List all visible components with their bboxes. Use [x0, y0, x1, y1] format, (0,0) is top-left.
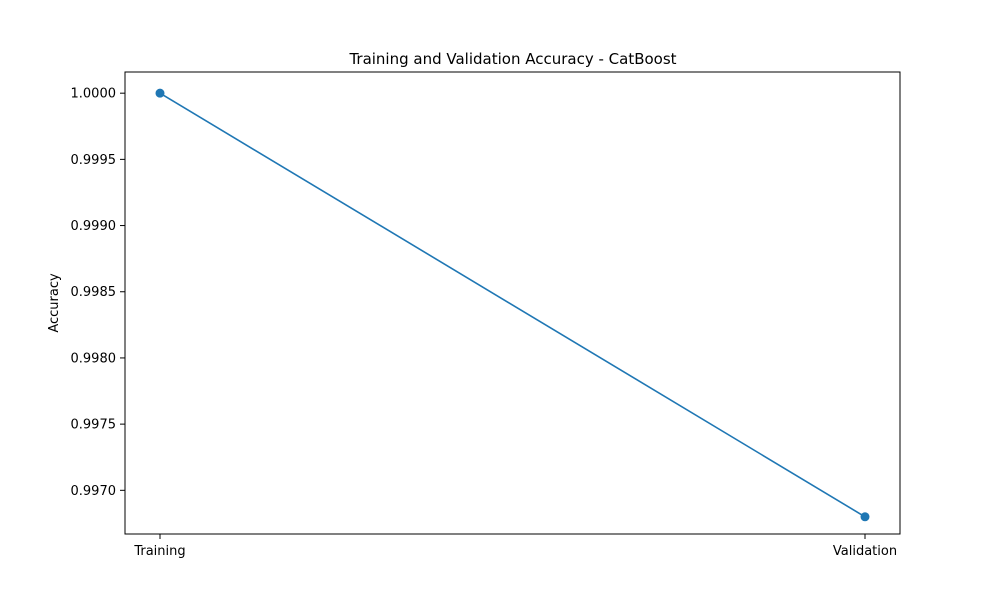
y-tick-label: 0.9980 — [71, 351, 117, 366]
data-point — [155, 88, 165, 98]
y-tick-label: 1.0000 — [71, 87, 117, 102]
y-tick-label: 0.9985 — [71, 285, 117, 300]
x-tick-label: Training — [133, 544, 185, 559]
y-tick-label: 0.9975 — [71, 418, 117, 433]
y-tick-label: 0.9970 — [71, 484, 117, 499]
data-point — [860, 512, 870, 522]
y-tick-label: 0.9990 — [71, 219, 117, 234]
plot-area: 0.9970 0.9975 0.9980 0.9985 0.9990 0.9995 1.00… — [71, 71, 901, 559]
chart-title: Training and Validation Accuracy - CatBo… — [348, 50, 676, 68]
y-tick-label: 0.9995 — [71, 153, 117, 168]
plot-frame — [124, 71, 901, 535]
series-line — [159, 92, 866, 518]
x-tick-label: Validation — [833, 544, 897, 559]
y-axis-label: Accuracy — [47, 273, 62, 333]
